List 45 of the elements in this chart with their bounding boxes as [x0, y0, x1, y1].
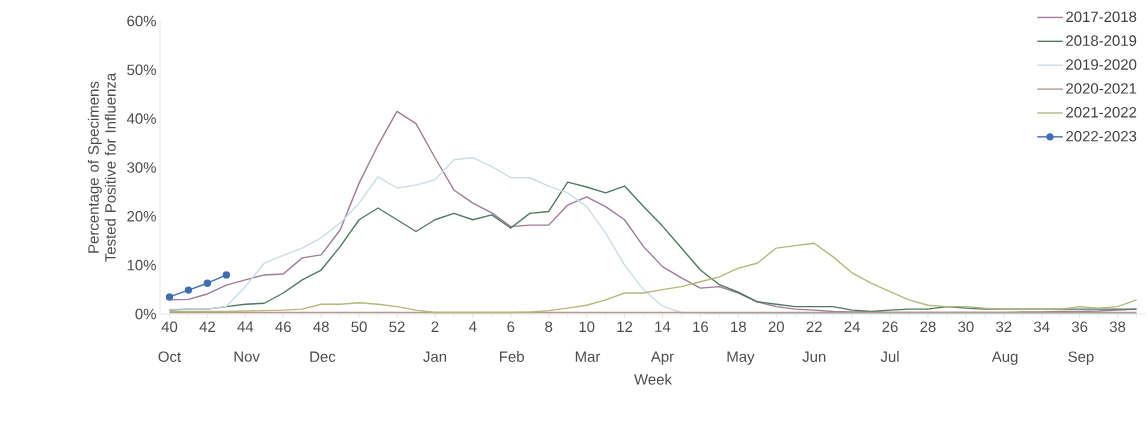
- y-tick-label: 60%: [127, 15, 156, 27]
- legend-label: 2017-2018: [1066, 11, 1137, 23]
- y-tick-label: 10%: [127, 259, 156, 271]
- category-label: 44 Nov: [234, 321, 260, 362]
- x-tick-label: 46: [275, 321, 291, 333]
- x-tick-label: 20: [768, 321, 784, 333]
- legend-label: 2019-2020: [1066, 59, 1137, 70]
- category-label: 10 Mar: [575, 321, 601, 362]
- x-tick-label: 16: [693, 321, 709, 333]
- point: [184, 286, 193, 294]
- y-tick-label: 0%: [135, 308, 156, 320]
- legend-label: 2022-2023: [1066, 130, 1137, 142]
- category-label: 48 Dec: [310, 321, 336, 362]
- category-label: 36 Sep: [1068, 321, 1094, 365]
- category-label: 22 Jun: [802, 321, 826, 362]
- x-tick-label: 30: [958, 321, 974, 333]
- x-tick-label: 38: [1109, 321, 1126, 333]
- x-tick-label: 52: [389, 321, 405, 333]
- x-tick-label: 4: [469, 321, 477, 332]
- category-label: 14 Apr: [650, 321, 674, 365]
- x-tick-label: 50: [351, 321, 367, 333]
- point: [203, 279, 212, 287]
- x-tick-label: 8: [545, 321, 553, 333]
- y-tick-label: 20%: [127, 211, 156, 222]
- y-tick-label: 30%: [127, 162, 156, 173]
- x-axis-title: Week: [634, 373, 672, 385]
- y-tick-label: 40%: [126, 113, 156, 124]
- legend-label: 2020-2021: [1066, 83, 1137, 94]
- point: [165, 293, 174, 301]
- category-label: 32 Aug: [991, 321, 1018, 365]
- x-tick-label: 28: [920, 321, 936, 333]
- y-axis-title: Percentage of Specimens Tested Positive for Influenza: [87, 72, 116, 262]
- x-tick-label: 12: [617, 321, 633, 332]
- point: [222, 271, 231, 279]
- category-label: 18 May: [727, 321, 755, 365]
- y-tick-label: 50%: [127, 64, 156, 76]
- category-label: 26 Jul: [880, 321, 899, 362]
- category-label: 40 Oct: [158, 321, 181, 362]
- x-tick-label: 42: [199, 321, 215, 332]
- category-label: 6 Feb: [500, 321, 524, 362]
- x-tick-label: 24: [844, 321, 860, 332]
- legend-label: 2021-2022: [1066, 107, 1137, 118]
- category-label: 2 Jan: [423, 321, 447, 362]
- x-tick-label: 34: [1033, 321, 1050, 333]
- legend-label: 2018-2019: [1066, 35, 1137, 46]
